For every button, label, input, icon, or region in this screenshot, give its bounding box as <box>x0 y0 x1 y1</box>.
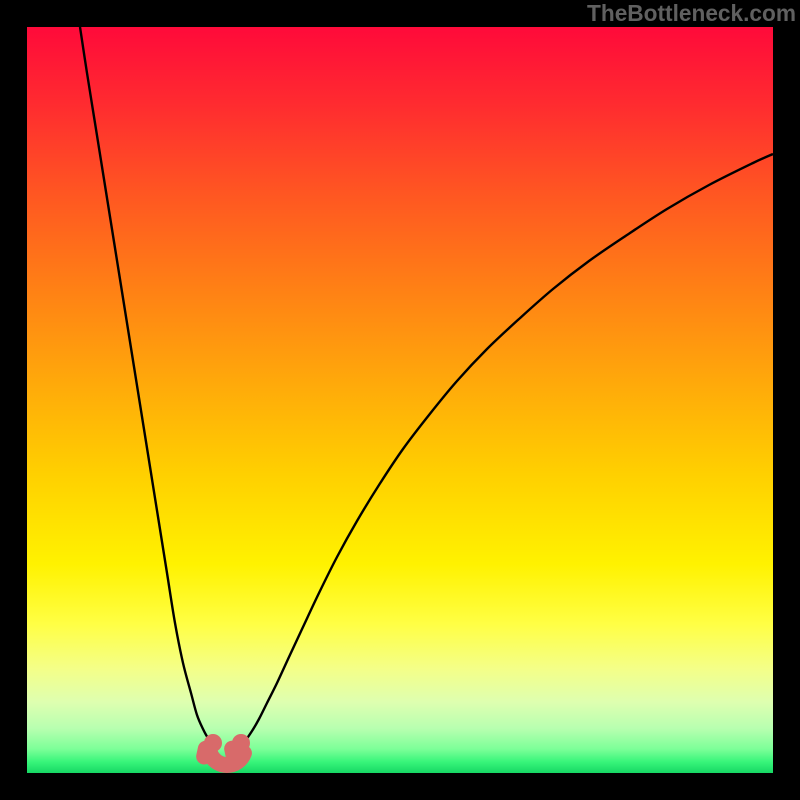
curve-right <box>239 154 773 747</box>
plot-area <box>27 27 773 773</box>
curves-layer <box>27 27 773 773</box>
watermark-text: TheBottleneck.com <box>587 0 796 27</box>
figure-root: TheBottleneck.com <box>0 0 800 800</box>
curve-left <box>80 27 217 747</box>
